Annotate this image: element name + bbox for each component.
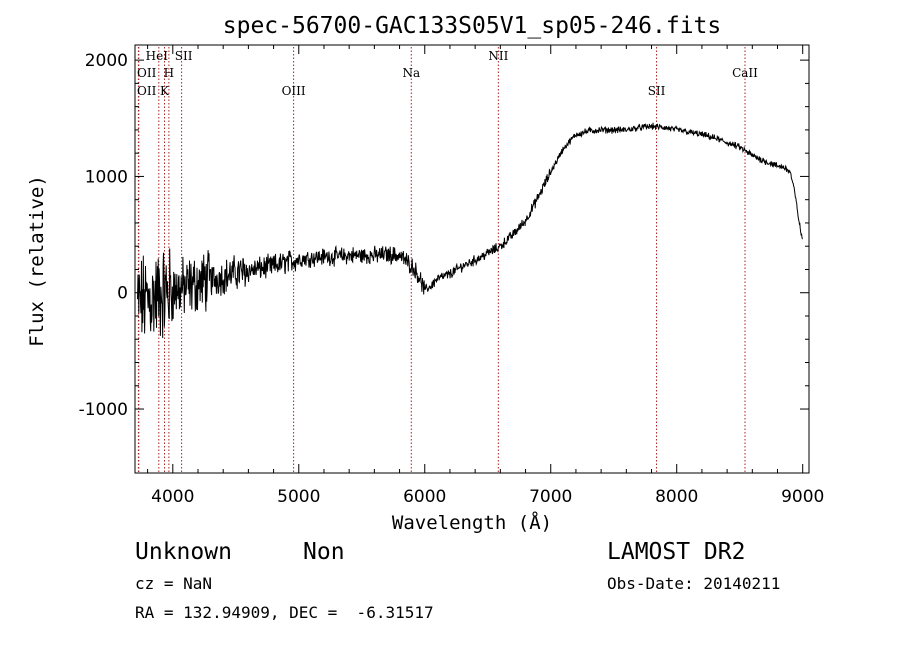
plot-frame (134, 44, 810, 474)
object-subclass: Non (303, 539, 345, 565)
redshift-cz: cz = NaN (135, 574, 213, 593)
series-layer (137, 122, 803, 339)
line-label-oii: OII (137, 66, 157, 80)
y-tick-label: -1000 (79, 400, 128, 420)
line-label-oii: OII (137, 84, 157, 98)
line-label-sii: SII (175, 49, 193, 63)
line-label-caii: CaII (732, 66, 758, 80)
line-label-k: K (160, 84, 170, 98)
spectrum-series-line (137, 122, 803, 339)
axis-ticks: 4000 5000 6000 7000 8000 9000 -1000 0 1000 2000 (79, 45, 824, 507)
x-tick-label: 7000 (529, 487, 572, 507)
x-tick-label: 8000 (655, 487, 698, 507)
x-axis-label: Wavelength (Å) (392, 511, 552, 534)
x-tick-label: 4000 (151, 487, 194, 507)
y-axis-label: Flux (relative) (26, 175, 48, 347)
ra-dec-coordinates: RA = 132.94909, DEC = -6.31517 (135, 603, 434, 622)
observation-date: Obs-Date: 20140211 (607, 574, 781, 593)
line-label-hei: HeI (146, 49, 169, 63)
x-tick-label: 5000 (277, 487, 320, 507)
line-label-h: H (164, 66, 174, 80)
spectral-line-markers (137, 47, 746, 472)
line-label-sii: SII (648, 84, 666, 98)
y-tick-label: 0 (117, 284, 128, 304)
survey-name: LAMOST DR2 (607, 539, 746, 565)
line-label-oiii: OIII (282, 84, 306, 98)
x-tick-label: 9000 (781, 487, 824, 507)
x-tick-label: 6000 (403, 487, 446, 507)
line-label-nii: NII (488, 49, 508, 63)
object-class: Unknown (135, 539, 232, 565)
y-tick-label: 2000 (85, 51, 128, 71)
y-tick-label: 1000 (85, 167, 128, 187)
chart-title: spec-56700-GAC133S05V1_sp05-246.fits (223, 13, 722, 39)
line-label-na: Na (402, 66, 420, 80)
